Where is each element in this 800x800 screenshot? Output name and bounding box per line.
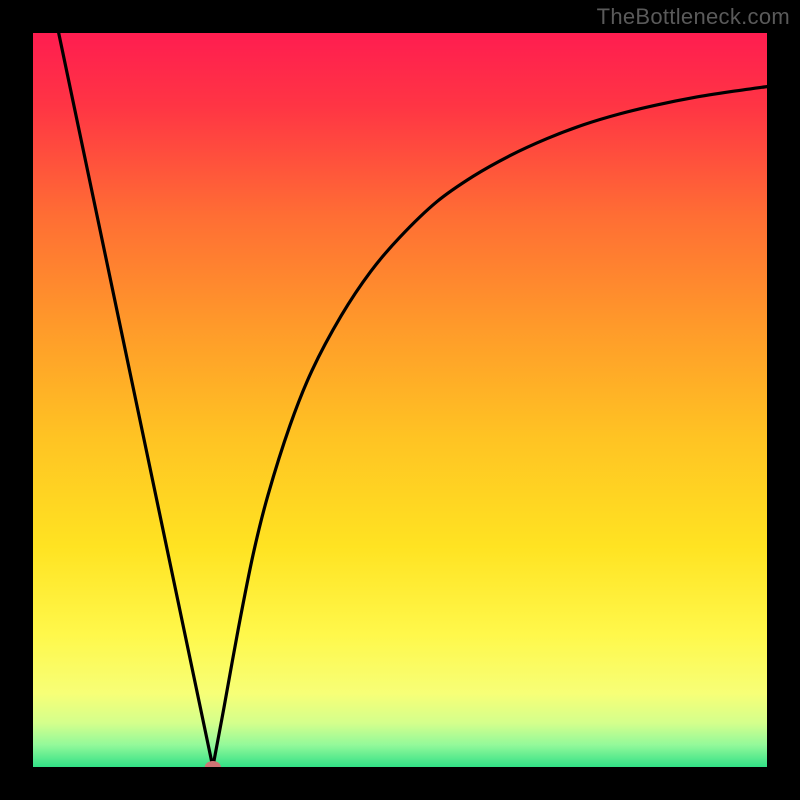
chart-svg [33,33,767,767]
chart-background [33,33,767,767]
chart-frame: TheBottleneck.com [0,0,800,800]
watermark-text: TheBottleneck.com [597,4,790,30]
plot-area [33,33,767,767]
